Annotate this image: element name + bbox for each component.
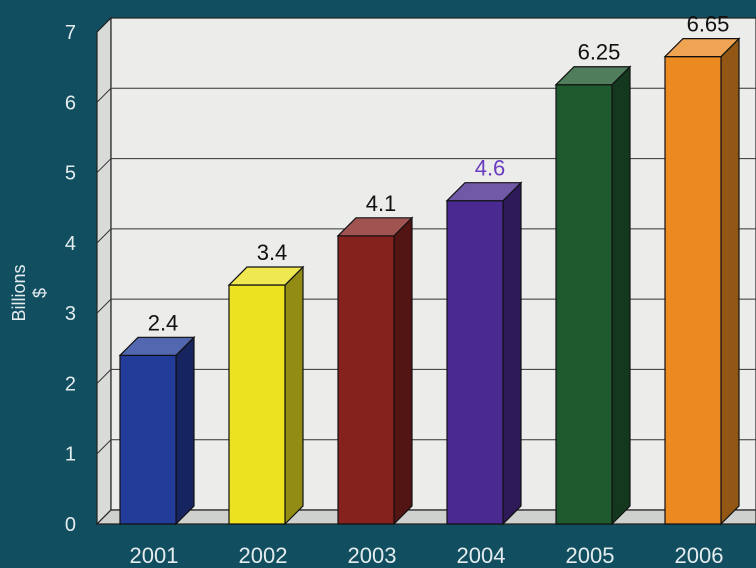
x-tick-label: 2002 [239,543,288,568]
bar [445,181,523,526]
gridline [96,439,756,455]
bar-front [555,84,613,525]
bar-top [336,217,414,237]
bar [663,37,741,526]
back-wall [110,17,756,511]
bar-side [611,65,631,526]
bar-top [227,266,305,286]
bar-top [554,66,632,86]
bar-side [502,181,522,526]
y-axis-label: Billions $ [9,264,50,322]
x-tick-label: 2004 [457,543,506,568]
bar [554,65,632,526]
y-tick-label: 3 [65,303,76,325]
data-label: 2.4 [148,310,179,335]
bar-side [284,265,304,526]
x-tick-label: 2005 [566,543,615,568]
y-tick-label: 5 [65,163,76,185]
gridline [96,228,756,244]
bar-side [720,37,740,526]
data-label: 3.4 [257,240,288,265]
data-label: 4.6 [475,156,506,181]
data-label: 6.65 [687,12,730,37]
bar [227,265,305,526]
bar-front [228,284,286,525]
bar [118,335,196,526]
x-tick-label: 2001 [130,543,179,568]
gridline [96,87,756,103]
gridline [96,368,756,384]
left-wall [96,16,112,526]
bar-front [446,200,504,525]
floor [95,509,756,525]
x-tick-label: 2003 [348,543,397,568]
bar-front [337,235,395,525]
y-tick-label: 0 [65,514,76,536]
bar-side [175,335,195,526]
data-label: 4.1 [366,191,397,216]
data-label: 6.25 [578,40,621,65]
y-tick-label: 4 [65,233,76,255]
bar-side [393,216,413,526]
bar-top [445,182,523,202]
bar-top [663,37,741,58]
y-tick-label: 6 [65,92,76,114]
bar-front [664,55,722,525]
y-tick-label: 7 [65,22,76,44]
y-tick-label: 1 [65,444,76,466]
gridline [96,158,756,173]
bar-top [118,336,196,356]
gridline [96,298,756,314]
bar-front [119,354,177,525]
y-tick-label: 2 [65,373,76,395]
bar [336,216,414,526]
x-tick-label: 2006 [675,543,724,568]
